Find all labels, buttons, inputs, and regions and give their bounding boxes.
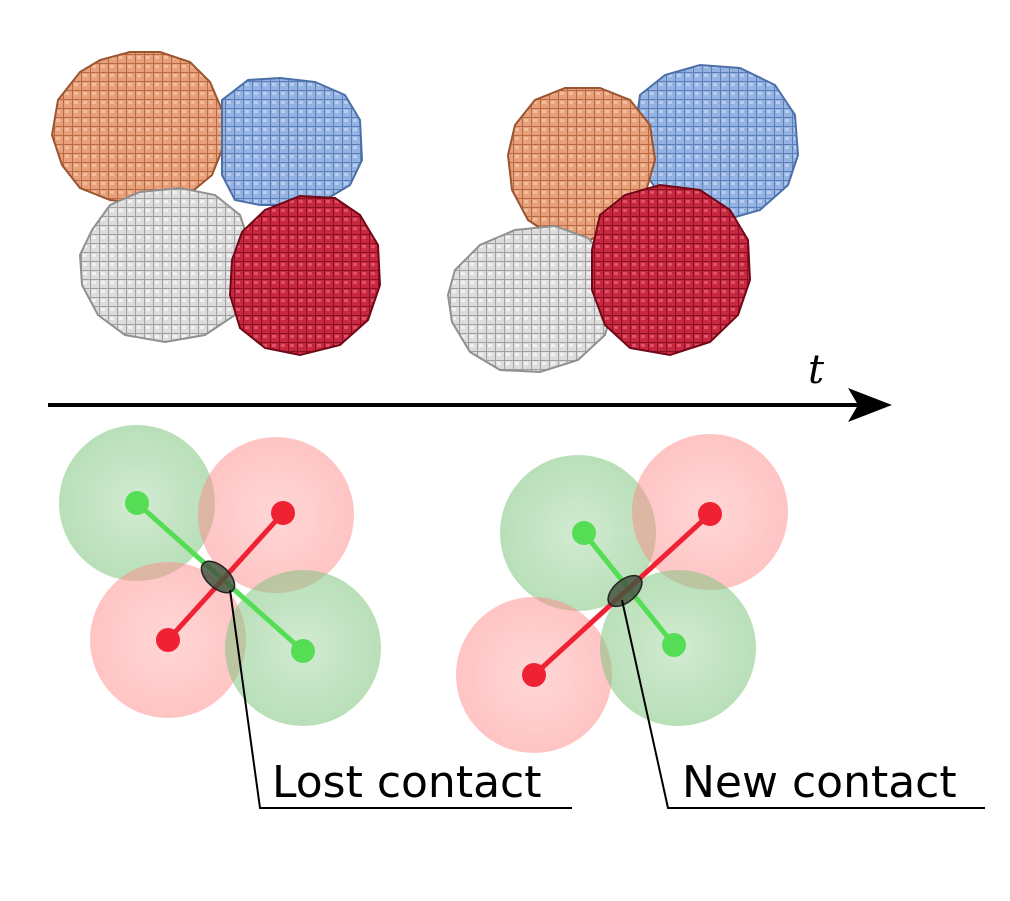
time-axis-label: t xyxy=(808,347,825,393)
leader-line-lost xyxy=(229,589,572,809)
contact-patch xyxy=(200,560,236,594)
voxel-grain-white xyxy=(78,186,252,344)
center-red xyxy=(522,663,546,687)
voxel-grain-white xyxy=(446,224,617,374)
label-lost-contact: Lost contact xyxy=(272,757,541,808)
center-red xyxy=(698,502,722,526)
center-red xyxy=(156,628,180,652)
voxel-cluster-before xyxy=(50,51,382,357)
schematic-new-contact: New contact xyxy=(456,434,985,809)
contact-patch xyxy=(607,574,643,608)
voxel-grain-orange xyxy=(50,51,223,207)
center-green xyxy=(291,639,315,663)
center-green xyxy=(125,491,149,515)
voxel-cluster-after xyxy=(446,63,800,374)
voxel-grain-crimson xyxy=(591,183,752,357)
voxel-grain-crimson xyxy=(228,194,382,357)
voxel-grain-blue xyxy=(221,76,364,206)
time-arrow-head xyxy=(848,388,892,422)
schematic-lost-contact: Lost contact xyxy=(59,425,572,809)
center-green xyxy=(662,633,686,657)
time-axis: t xyxy=(48,347,892,422)
label-new-contact: New contact xyxy=(682,757,957,808)
leader-line-new xyxy=(621,599,985,809)
center-green xyxy=(572,521,596,545)
center-red xyxy=(271,501,295,525)
